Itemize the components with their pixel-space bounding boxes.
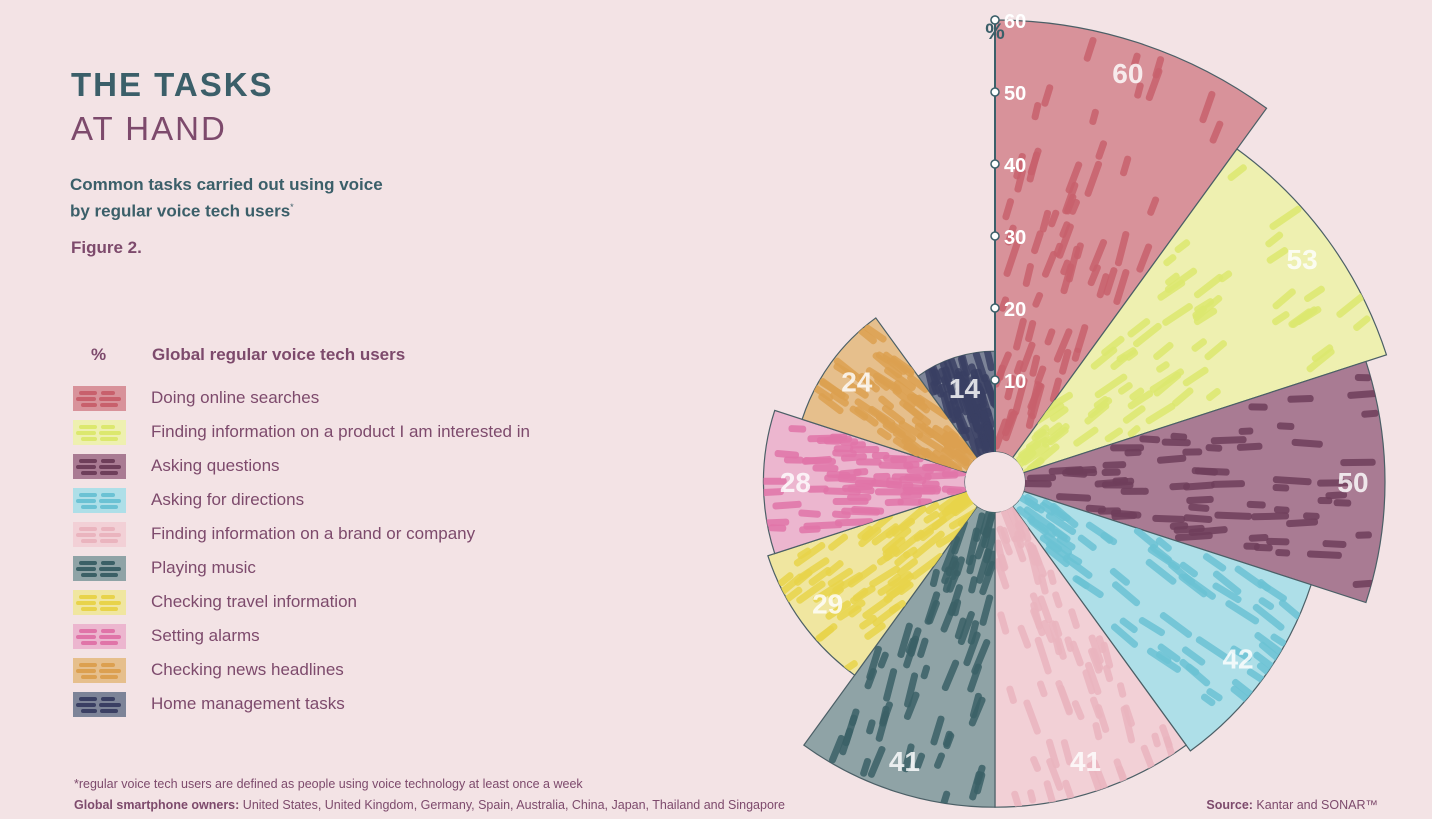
tick-label: 10 [1004,371,1026,393]
data-label: 41 [1070,746,1101,777]
tick-label: 60 [1004,11,1026,33]
legend-label: Home management tasks [151,694,345,713]
legend-label: Doing online searches [151,388,320,407]
data-label: 41 [889,746,920,777]
figure-label: Figure 2. [71,238,142,257]
legend-item: Setting alarms [73,624,593,658]
tick-label: 20 [1004,299,1026,321]
legend-swatch [73,522,126,547]
legend-item: Doing online searches [73,386,593,420]
legend-label: Playing music [151,558,256,577]
subtitle-text: Common tasks carried out using voice by … [70,175,383,221]
data-label: 14 [949,373,981,404]
page-title: THE TASKS [71,66,274,103]
legend-swatch [73,624,126,649]
legend-item: Home management tasks [73,692,593,726]
legend-label: Checking travel information [151,592,357,611]
tick-label: 50 [1004,83,1026,105]
slice-texture [763,425,967,534]
legend-swatch [73,420,126,445]
axis-tick [990,231,1000,241]
subtitle-footnote-mark: * [290,202,294,212]
slice-texture [829,506,995,808]
slice-texture [1023,373,1383,588]
tick-label: 30 [1004,227,1026,249]
data-label: 28 [780,467,811,498]
slice-texture [995,506,1180,808]
data-label: 24 [841,367,873,398]
legend-item: Playing music [73,556,593,590]
chart-center [965,452,1025,512]
sample-note-text: United States, United Kingdom, Germany, … [239,798,786,812]
slice-texture [811,324,978,473]
legend-swatch [73,658,126,683]
data-label: 60 [1112,58,1143,89]
tick-label: 40 [1004,155,1026,177]
legend-series-header: Global regular voice tech users [152,345,406,364]
source-note: Source: Kantar and SONAR™ [1206,798,1378,812]
legend-item: Asking questions [73,454,593,488]
slice-texture [1016,493,1302,708]
axis-unit-label: % [985,19,1005,44]
legend-swatch [73,488,126,513]
footnote: *regular voice tech users are defined as… [74,777,583,791]
legend-item: Checking travel information [73,590,593,624]
sample-note-label: Global smartphone owners: [74,798,240,812]
legend-label: Finding information on a brand or compan… [151,524,476,543]
legend-item: Finding information on a brand or compan… [73,522,593,556]
legend-item: Asking for directions [73,488,593,522]
axis-tick [990,87,1000,97]
legend-percent-header: % [91,345,107,364]
legend-label: Asking for directions [151,490,305,509]
slice-texture [995,36,1224,450]
legend-swatch [73,454,126,479]
axis-tick [990,303,1000,313]
legend-swatch [73,590,126,615]
source-label: Source: [1206,798,1253,812]
chart-legend: Doing online searches Finding information… [73,386,593,726]
legend-swatch [73,386,126,411]
data-label: 53 [1287,244,1318,275]
legend-swatch [73,692,126,717]
data-label: 42 [1222,644,1253,675]
source-text: Kantar and SONAR™ [1252,798,1378,812]
legend-swatch [73,556,126,581]
legend-label: Asking questions [151,456,280,475]
data-label: 29 [812,589,843,620]
data-label: 50 [1337,467,1368,498]
sample-note: Global smartphone owners: United States,… [74,798,785,812]
axis-top-cap [990,15,1000,25]
axis-tick [990,159,1000,169]
legend-label: Setting alarms [151,626,260,645]
legend-label: Finding information on a product I am in… [151,422,530,441]
legend-item: Checking news headlines [73,658,593,692]
slice-texture [775,491,978,676]
legend-item: Finding information on a product I am in… [73,420,593,454]
page-title-line2: AT HAND [71,110,227,147]
axis-tick [990,375,1000,385]
chart-subtitle: Common tasks carried out using voice by … [70,173,400,223]
legend-label: Checking news headlines [151,660,344,679]
slice-texture [1014,164,1371,473]
